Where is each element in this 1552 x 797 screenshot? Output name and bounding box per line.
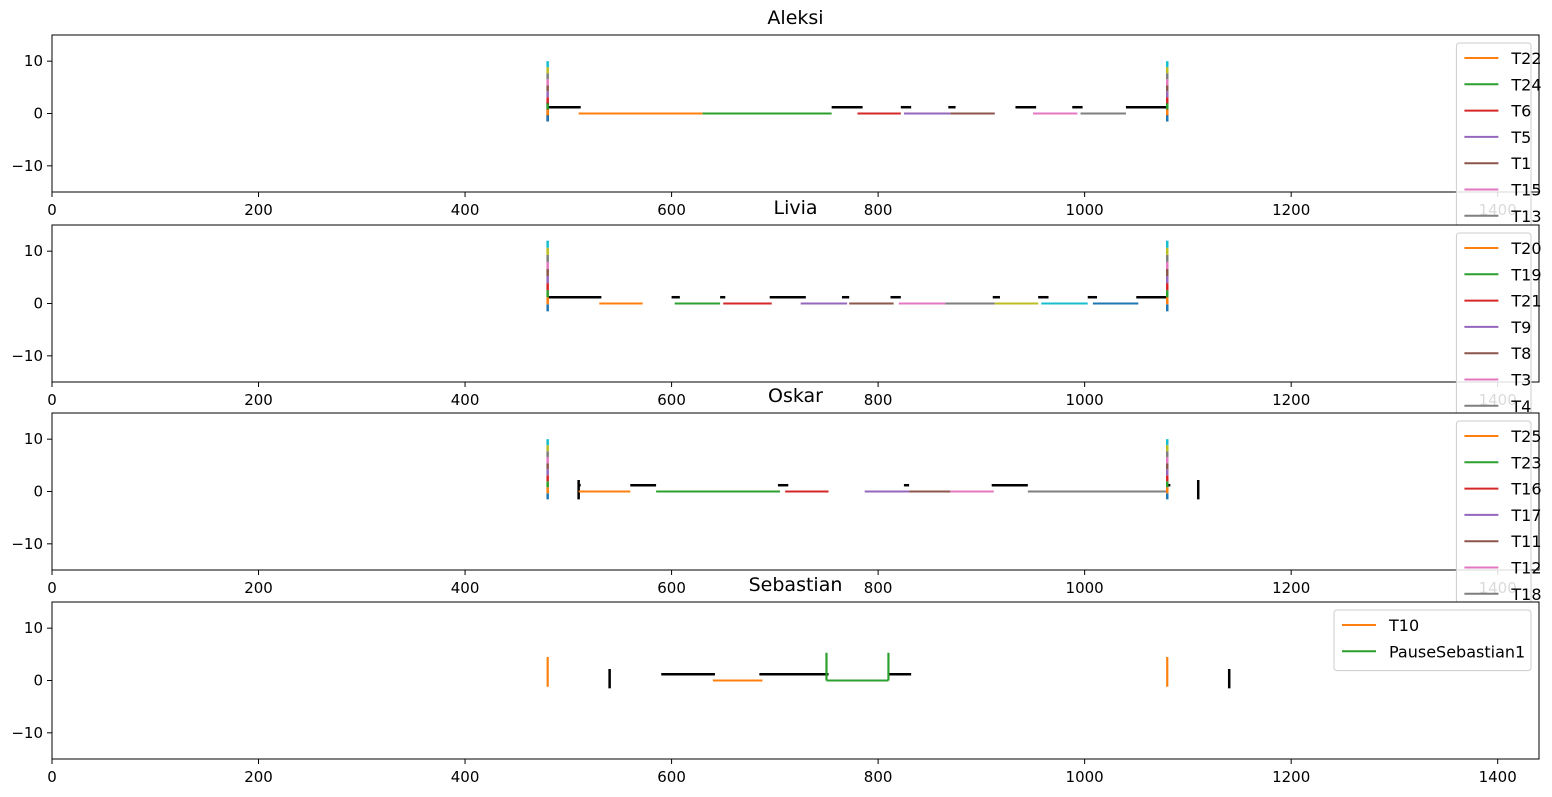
legend-label: T10	[1388, 616, 1419, 635]
x-tick-label: 1200	[1272, 201, 1310, 219]
legend-label: PauseSebastian1	[1389, 642, 1525, 661]
legend-label: T12	[1510, 559, 1541, 578]
legend-label: T4	[1510, 397, 1531, 416]
panel-title: Sebastian	[749, 574, 843, 596]
x-tick-label: 1200	[1272, 391, 1310, 409]
x-tick-label: 800	[864, 391, 893, 409]
x-tick-label: 0	[47, 391, 57, 409]
panel-sebastian: Sebastian 0 200 400 600 800 1000 1200 1400 10 0 −10…	[11, 574, 1540, 786]
x-tick-label: 1400	[1479, 768, 1517, 786]
x-tick-label: 600	[657, 391, 686, 409]
x-tick-label: 1000	[1066, 768, 1104, 786]
legend-frame	[1333, 609, 1532, 672]
x-tick-label: 200	[244, 201, 273, 219]
legend-label: T15	[1510, 181, 1541, 200]
legend-label: T11	[1510, 532, 1541, 551]
x-tick-label: 1000	[1066, 201, 1104, 219]
legend-label: T22	[1510, 49, 1541, 68]
panel-title: Livia	[773, 197, 817, 219]
legend-label: T20	[1510, 239, 1541, 258]
legend: T10 PauseSebastian1	[1333, 609, 1532, 672]
legend-label: T23	[1510, 453, 1541, 472]
y-tick-label: −10	[11, 724, 43, 742]
legend-label: T13	[1510, 207, 1541, 226]
legend-label: T18	[1510, 585, 1541, 604]
plot-area	[51, 601, 1540, 760]
legend: T20 T19 T21 T9 T8 T3 T4	[1455, 232, 1542, 426]
x-tick-label: 1200	[1272, 768, 1310, 786]
legend-label: T8	[1510, 344, 1531, 363]
x-tick-label: 1000	[1066, 579, 1104, 597]
x-tick-label: 0	[47, 768, 57, 786]
legend-label: T16	[1510, 480, 1541, 499]
legend-label: T3	[1510, 371, 1531, 390]
y-tick-label: −10	[11, 535, 43, 553]
y-tick-label: 10	[24, 52, 43, 70]
y-tick-label: −10	[11, 347, 43, 365]
x-tick-label: 200	[244, 768, 273, 786]
x-tick-label: 1200	[1272, 579, 1310, 597]
panel-title: Oskar	[768, 385, 823, 407]
y-tick-label: 10	[24, 430, 43, 448]
legend-label: T19	[1510, 265, 1541, 284]
legend-label: T21	[1510, 292, 1541, 311]
x-tick-label: 1000	[1066, 391, 1104, 409]
panel-aleksi: Aleksi0200400600800100012001400100−10T22…	[11, 7, 1542, 236]
y-tick-label: 0	[33, 672, 43, 690]
y-tick-label: 0	[33, 105, 43, 123]
legend-label: T24	[1510, 75, 1541, 94]
x-tick-label: 800	[864, 201, 893, 219]
x-tick-label: 600	[657, 579, 686, 597]
x-tick-label: 0	[47, 579, 57, 597]
x-tick-label: 0	[47, 201, 57, 219]
x-tick-label: 400	[451, 391, 480, 409]
y-tick-label: 10	[24, 242, 43, 260]
x-tick-label: 800	[864, 579, 893, 597]
x-tick-label: 800	[864, 768, 893, 786]
legend-label: T6	[1510, 102, 1531, 121]
panel-title: Aleksi	[767, 7, 823, 29]
y-tick-label: 0	[33, 295, 43, 313]
legend-label: T9	[1510, 318, 1531, 337]
legend: T22 T24 T6 T5 T1 T15 T13	[1455, 42, 1542, 236]
x-tick-label: 400	[451, 579, 480, 597]
legend-label: T25	[1510, 427, 1541, 446]
x-tick-label: 400	[451, 768, 480, 786]
legend: T25 T23 T16 T17 T11 T12 T18	[1455, 420, 1542, 614]
plot-area	[51, 224, 1540, 383]
y-tick-label: −10	[11, 157, 43, 175]
panel-livia: Livia0200400600800100012001400100−10T20T…	[11, 197, 1542, 426]
legend-label: T17	[1510, 506, 1541, 525]
x-tick-label: 600	[657, 768, 686, 786]
x-tick-label: 600	[657, 201, 686, 219]
x-tick-label: 200	[244, 579, 273, 597]
x-tick-label: 200	[244, 391, 273, 409]
y-tick-label: 10	[24, 619, 43, 637]
x-tick-label: 400	[451, 201, 480, 219]
legend-label: T1	[1510, 154, 1531, 173]
y-tick-label: 0	[33, 483, 43, 501]
legend-label: T5	[1510, 128, 1531, 147]
panel-oskar: Oskar0200400600800100012001400100−10T25T…	[11, 385, 1542, 614]
